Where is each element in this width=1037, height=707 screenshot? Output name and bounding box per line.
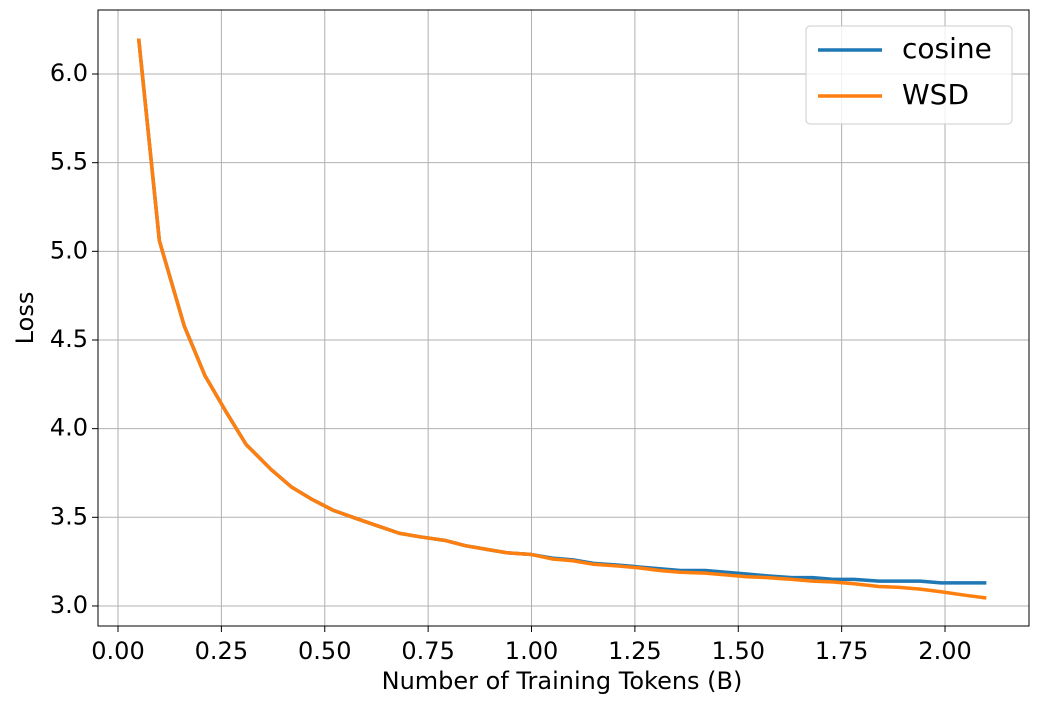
x-tick-label: 1.50	[712, 637, 765, 665]
y-axis-label: Loss	[11, 292, 39, 345]
y-tick-label: 4.5	[50, 325, 88, 353]
y-tick-label: 4.0	[50, 414, 88, 442]
x-tick-label: 0.50	[298, 637, 351, 665]
legend-label: cosine	[902, 32, 992, 65]
x-tick-label: 1.75	[815, 637, 868, 665]
y-tick-label: 6.0	[50, 59, 88, 87]
x-tick-label: 0.25	[195, 637, 248, 665]
series-line	[136, 38, 987, 600]
y-tick-label: 3.5	[50, 502, 88, 530]
x-tick-label: 1.00	[505, 637, 558, 665]
legend-label: WSD	[902, 78, 969, 111]
x-tick-label: 2.00	[918, 637, 971, 665]
x-tick-label: 0.00	[91, 637, 144, 665]
y-tick-label: 5.5	[50, 148, 88, 176]
x-tick-label: 0.75	[401, 637, 454, 665]
y-tick-label: 3.0	[50, 591, 88, 619]
y-tick-label: 5.0	[50, 236, 88, 264]
plot-frame	[97, 9, 1030, 627]
x-tick-label: 1.25	[608, 637, 661, 665]
x-axis-label: Number of Training Tokens (B)	[382, 667, 743, 695]
